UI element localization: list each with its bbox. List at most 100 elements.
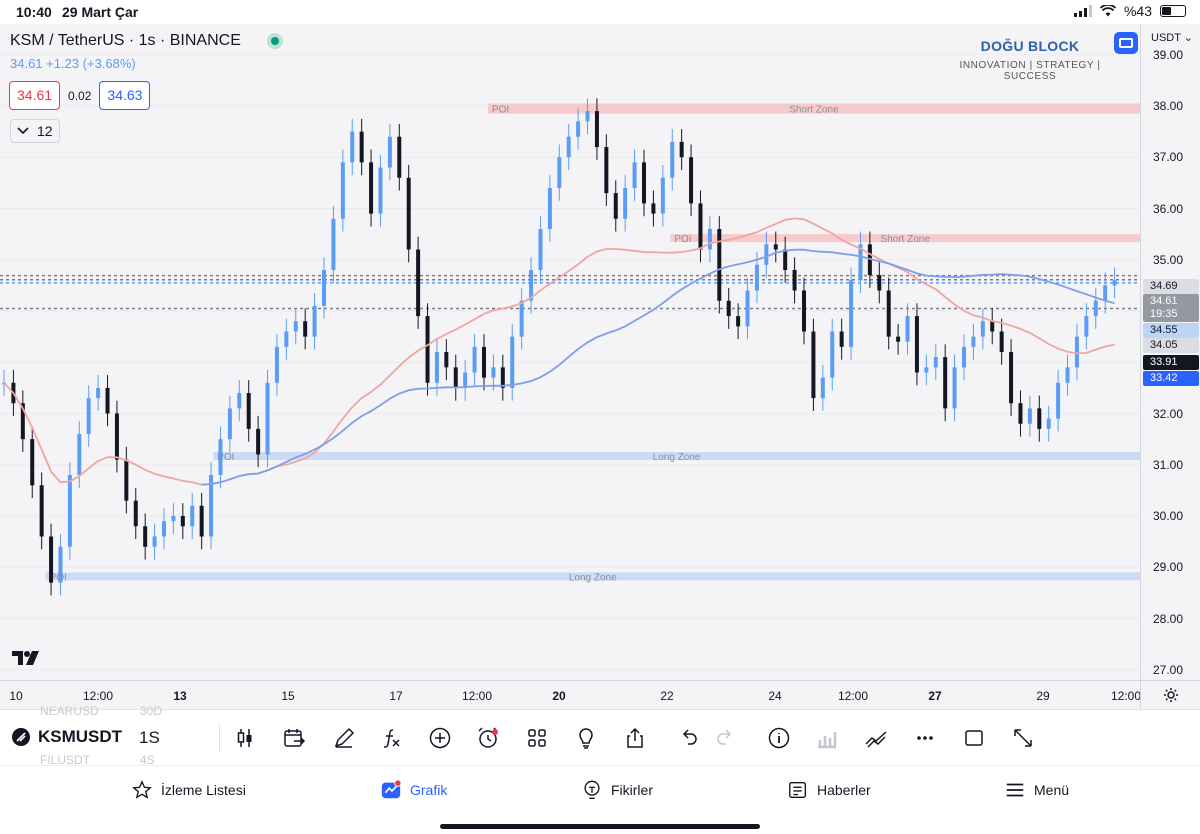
expand-arrows-icon — [1014, 729, 1032, 747]
add-button[interactable] — [426, 724, 454, 752]
candle-body — [114, 413, 119, 460]
lightbulb-icon — [579, 728, 593, 749]
tab-watchlist[interactable]: İzleme Listesi — [131, 779, 246, 801]
price-tick-label: 30.00 — [1153, 509, 1184, 523]
alert-button[interactable] — [474, 724, 502, 752]
time-tick-label: 12:00 — [1110, 689, 1142, 703]
layouts-button[interactable] — [523, 724, 551, 752]
indicators-collapse-button[interactable]: 12 — [10, 119, 60, 143]
tab-chart[interactable]: Grafik — [380, 779, 447, 801]
time-axis[interactable]: 10 12:00 13 15 17 12:00 20 22 24 12:00 27 29 12:00 — [0, 680, 1142, 709]
candle-body — [1027, 408, 1032, 424]
chart-settings-button[interactable] — [1140, 680, 1200, 709]
poi-label: POI — [217, 452, 234, 463]
symbol-header[interactable]: KSM / TetherUS · 1s · BINANCE — [10, 32, 283, 50]
chart-area[interactable]: POI Short Zone POI Short Zone POI Long Zone PO… — [0, 24, 1200, 709]
candle-body — [77, 434, 82, 475]
replay-button[interactable] — [280, 724, 308, 752]
candle-body — [171, 516, 176, 522]
ghost-symbol-top: NEARUSD — [40, 704, 99, 718]
long-zone-box — [45, 572, 1140, 581]
more-button[interactable] — [911, 724, 939, 752]
candle-body — [999, 331, 1004, 352]
candle-body — [256, 428, 261, 455]
candle-body — [651, 203, 656, 214]
candle-body — [943, 357, 948, 409]
news-icon — [789, 781, 807, 799]
chart-type-button[interactable] — [231, 724, 259, 752]
share-button[interactable] — [621, 724, 649, 752]
bid-ask-panel[interactable]: 34.61 0.02 34.63 — [9, 81, 151, 110]
candle-body — [58, 546, 63, 583]
candle-body — [538, 229, 543, 270]
time-tick-label: 13 — [173, 689, 187, 703]
long-zone-label: Long Zone — [653, 452, 701, 463]
candle-body — [143, 526, 148, 547]
candle-body — [726, 300, 731, 317]
candle-body — [1065, 367, 1070, 383]
ideas-button[interactable] — [572, 724, 600, 752]
candle-body — [990, 321, 995, 332]
candle-body — [510, 336, 515, 388]
candle-body — [830, 331, 835, 378]
candle-body — [96, 387, 101, 399]
brand-tagline: INNOVATION | STRATEGY | SUCCESS — [959, 60, 1101, 82]
volume-button[interactable] — [813, 724, 841, 752]
poi-label: POI — [492, 105, 509, 116]
candle-body — [877, 275, 882, 291]
candle-body — [962, 346, 966, 368]
candle-body — [566, 136, 571, 158]
moving-average-red-line — [3, 217, 1115, 486]
symbol-selector[interactable]: KSMUSDT — [12, 727, 122, 747]
undo-button[interactable] — [674, 724, 702, 752]
candle-body — [67, 475, 72, 547]
indicators-button[interactable] — [377, 724, 405, 752]
candle-body — [152, 536, 157, 547]
interval-selector[interactable]: 1S — [139, 728, 160, 747]
candle-body — [914, 316, 919, 373]
candle-body — [736, 316, 741, 327]
tab-news[interactable]: Haberler — [787, 779, 871, 801]
chart-plot[interactable]: POI Short Zone POI Short Zone POI Long Zone PO… — [0, 24, 1140, 680]
candle-body — [124, 459, 129, 501]
more-dots-icon — [917, 736, 933, 740]
fullscreen-button[interactable] — [1114, 32, 1138, 54]
price-chart[interactable]: POI Short Zone POI Short Zone POI Long Zone PO… — [0, 24, 1140, 680]
pen-icon — [334, 727, 355, 748]
candle-body — [1046, 418, 1051, 429]
candle-body — [1084, 316, 1089, 337]
candle-body — [924, 367, 929, 373]
candle-body — [303, 321, 308, 337]
candle-body — [387, 136, 392, 168]
price-tick-label: 39.00 — [1153, 47, 1184, 62]
symbol-title[interactable]: KSM / TetherUS · 1s · BINANCE — [10, 32, 241, 49]
drawing-tool-button[interactable] — [330, 724, 358, 752]
candle-body — [20, 403, 25, 440]
time-tick-label: 10 — [9, 689, 23, 703]
price-tag: 33.91 — [1143, 355, 1199, 370]
expand-button[interactable] — [1009, 724, 1037, 752]
time-tick-label: 29 — [1036, 689, 1050, 703]
short-zone-box — [487, 103, 1140, 114]
candle-body — [754, 264, 759, 291]
tab-menu[interactable]: Menü — [1004, 779, 1069, 801]
candle-body — [500, 367, 505, 388]
trading-button[interactable] — [862, 724, 890, 752]
function-icon — [383, 729, 400, 748]
price-axis[interactable]: USDT ⌄ 39.0038.0037.0036.0035.0034.0033.… — [1140, 24, 1200, 680]
rectangle-tool-button[interactable] — [960, 724, 988, 752]
candle-body — [604, 147, 609, 194]
candle-body — [397, 136, 402, 178]
info-button[interactable] — [765, 724, 793, 752]
currency-selector[interactable]: USDT ⌄ — [1151, 32, 1194, 44]
sell-price-button[interactable]: 34.61 — [9, 81, 61, 110]
candle-body — [463, 372, 468, 388]
tab-ideas[interactable]: Fikirler — [581, 779, 653, 801]
signal-icon — [1073, 5, 1092, 17]
short-zone-label: Short Zone — [880, 234, 930, 245]
buy-price-button[interactable]: 34.63 — [99, 81, 151, 110]
redo-button[interactable] — [712, 724, 740, 752]
candle-body — [1112, 280, 1117, 286]
long-zone-box — [213, 451, 1140, 460]
candle-body — [49, 536, 54, 583]
